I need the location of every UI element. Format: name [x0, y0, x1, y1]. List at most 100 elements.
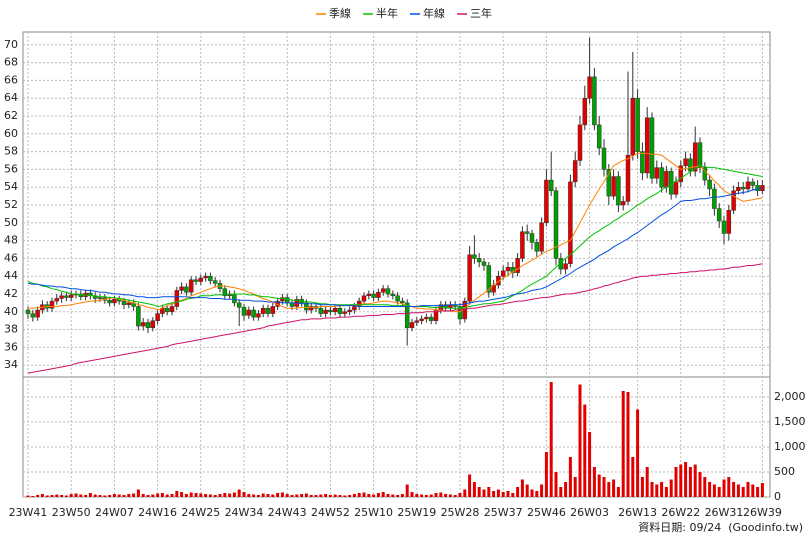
x-tick-label: 26W22	[661, 506, 700, 519]
volume-bar	[650, 482, 654, 497]
volume-bar	[520, 479, 524, 497]
volume-bar	[304, 493, 308, 497]
volume-bar	[760, 483, 764, 497]
y2-tick-label: 0	[774, 490, 781, 503]
volume-bar	[93, 494, 97, 497]
volume-bar	[55, 494, 59, 497]
candle-body	[409, 322, 415, 329]
candle-body	[457, 306, 463, 320]
volume-bar	[568, 457, 572, 497]
candle-body	[558, 258, 564, 270]
volume-bar	[429, 494, 433, 497]
legend-label: 三年	[470, 6, 492, 20]
candle-body	[476, 258, 482, 263]
volume-bar	[372, 494, 376, 497]
candle-body	[179, 286, 184, 291]
y-tick-label: 64	[4, 91, 18, 104]
candle-body	[203, 275, 208, 279]
candle-body	[472, 254, 477, 259]
candle-body	[606, 169, 612, 197]
volume-bar	[146, 495, 150, 497]
volume-bar	[559, 487, 563, 497]
volume-bar	[252, 494, 256, 497]
candle-body	[193, 279, 199, 282]
volume-bar	[708, 482, 712, 497]
candle-body	[563, 263, 568, 270]
candle-body	[174, 290, 180, 307]
volume-bar	[256, 495, 260, 497]
volume-bar	[669, 479, 673, 497]
volume-bar	[170, 494, 174, 497]
candle-body	[140, 322, 146, 327]
candle-body	[668, 170, 674, 195]
volume-bar	[376, 493, 380, 497]
candle-body	[654, 167, 660, 179]
candle-body	[582, 97, 588, 126]
volume-bar	[468, 474, 472, 497]
candle-body	[616, 176, 621, 206]
volume-bar	[300, 494, 304, 497]
y-tick-label: 52	[4, 198, 18, 211]
y-tick-label: 70	[4, 38, 18, 51]
y-tick-label: 34	[4, 358, 18, 371]
candle-body	[659, 167, 664, 188]
candle-body	[337, 307, 343, 314]
candle-body	[352, 306, 357, 311]
candle-body	[424, 316, 429, 320]
y-tick-label: 40	[4, 305, 18, 318]
volume-bar	[506, 491, 510, 497]
volume-bar	[616, 487, 620, 497]
volume-bar	[328, 495, 332, 497]
volume-bar	[554, 472, 558, 497]
candle-body	[251, 309, 256, 318]
y-tick-label: 48	[4, 234, 18, 247]
x-tick-label: 24W07	[95, 506, 134, 519]
volume-bar	[516, 487, 520, 497]
volume-bar	[607, 482, 611, 497]
candle-body	[505, 267, 511, 272]
volume-bar	[343, 495, 347, 497]
volume-bar	[180, 492, 184, 497]
volume-bar	[415, 494, 419, 497]
candle-body	[332, 307, 338, 313]
volume-bar	[261, 493, 265, 497]
candle-body	[284, 297, 290, 304]
volume-bar	[722, 479, 726, 497]
volume-bar	[640, 477, 644, 497]
volume-bar	[477, 487, 481, 497]
y-tick-label: 36	[4, 340, 18, 353]
candle-body	[414, 320, 420, 323]
volume-bar	[367, 494, 371, 497]
volume-bar	[492, 491, 496, 497]
candle-body	[736, 186, 741, 192]
volume-bar	[45, 495, 49, 497]
volume-bar	[530, 489, 534, 497]
volume-bar	[621, 391, 625, 497]
candle-body	[630, 97, 636, 156]
x-tick-label: 25W10	[354, 506, 393, 519]
candle-body	[49, 300, 55, 309]
volume-bar	[122, 495, 126, 497]
volume-bar	[60, 495, 64, 497]
candle-body	[611, 176, 616, 197]
candle-body	[150, 320, 156, 329]
volume-bar	[597, 474, 601, 497]
candle-body	[265, 307, 271, 314]
candle-body	[524, 231, 530, 234]
candle-body	[30, 313, 36, 318]
volume-bar	[631, 457, 635, 497]
volume-bar	[26, 495, 30, 497]
volume-bar	[727, 477, 731, 497]
candle-body	[673, 181, 679, 195]
volume-bar	[487, 487, 491, 497]
candle-body	[59, 295, 64, 299]
volume-bar	[290, 495, 294, 497]
candle-body	[342, 311, 348, 314]
volume-bar	[151, 494, 155, 497]
candle-body	[750, 181, 756, 186]
volume-bar	[228, 493, 232, 497]
volume-bar	[592, 467, 596, 497]
volume-bar	[36, 495, 40, 497]
volume-bar	[242, 492, 246, 497]
